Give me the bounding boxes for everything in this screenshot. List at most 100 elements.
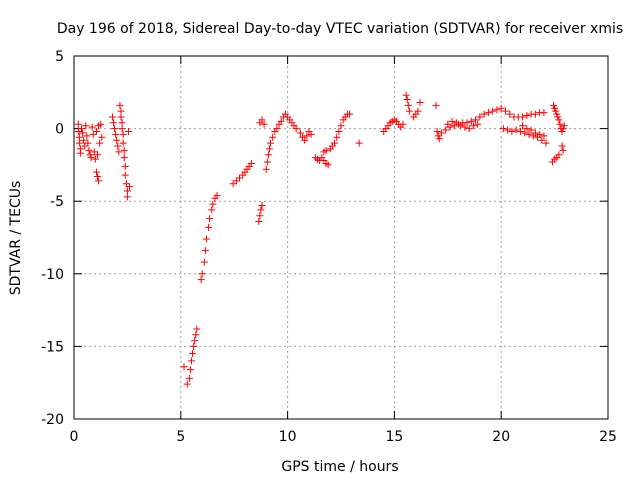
data-point bbox=[183, 380, 191, 388]
data-point bbox=[405, 107, 413, 115]
data-point bbox=[93, 151, 101, 159]
data-point bbox=[258, 116, 266, 124]
plot-border bbox=[73, 55, 609, 420]
data-point bbox=[476, 113, 484, 121]
data-point bbox=[76, 149, 84, 157]
x-tick-label: 0 bbox=[70, 429, 79, 445]
data-point bbox=[499, 125, 507, 133]
data-point bbox=[236, 174, 244, 182]
data-point bbox=[108, 113, 116, 121]
data-point bbox=[521, 129, 529, 137]
data-point bbox=[92, 168, 100, 176]
data-point bbox=[523, 112, 531, 120]
data-point bbox=[93, 173, 101, 181]
x-axis-label: GPS time / hours bbox=[281, 459, 398, 475]
data-point bbox=[124, 128, 132, 136]
data-point bbox=[75, 139, 83, 147]
data-point bbox=[87, 154, 95, 162]
data-point bbox=[97, 120, 105, 128]
data-point bbox=[81, 142, 89, 150]
y-tick-label: -20 bbox=[41, 412, 64, 428]
data-point bbox=[493, 106, 501, 114]
data-point bbox=[331, 139, 339, 147]
data-point bbox=[118, 125, 126, 133]
data-point bbox=[559, 125, 567, 133]
data-point bbox=[434, 132, 442, 140]
data-point bbox=[519, 113, 527, 121]
data-point bbox=[117, 113, 125, 121]
data-point bbox=[467, 117, 475, 125]
data-point bbox=[79, 129, 87, 137]
data-point bbox=[191, 337, 199, 345]
data-point bbox=[202, 235, 210, 243]
data-point bbox=[229, 180, 237, 188]
data-point bbox=[416, 98, 424, 106]
data-point bbox=[121, 162, 129, 170]
data-point bbox=[559, 146, 567, 154]
data-point bbox=[190, 342, 198, 350]
data-point bbox=[197, 276, 205, 284]
data-point bbox=[255, 218, 263, 226]
data-point bbox=[260, 120, 268, 128]
x-tick-label: 20 bbox=[492, 429, 510, 445]
data-point bbox=[404, 101, 412, 109]
data-point bbox=[209, 200, 217, 208]
data-point bbox=[247, 159, 255, 167]
data-point bbox=[540, 109, 548, 117]
data-point bbox=[558, 128, 566, 136]
data-point bbox=[552, 107, 560, 115]
data-point bbox=[399, 120, 407, 128]
data-point bbox=[112, 130, 120, 138]
data-point bbox=[114, 142, 122, 150]
data-point bbox=[74, 128, 82, 136]
data-point bbox=[74, 120, 82, 128]
data-point bbox=[91, 155, 99, 163]
data-point bbox=[201, 247, 209, 255]
data-point bbox=[89, 130, 97, 138]
data-point bbox=[213, 191, 221, 199]
data-point bbox=[262, 165, 270, 173]
data-point bbox=[461, 123, 469, 131]
data-point bbox=[187, 357, 195, 365]
data-point bbox=[232, 177, 240, 185]
data-point bbox=[527, 126, 535, 134]
data-point bbox=[536, 130, 544, 138]
data-point bbox=[324, 161, 332, 169]
data-point bbox=[95, 177, 103, 185]
y-tick-label: -10 bbox=[41, 267, 64, 283]
data-point bbox=[346, 110, 354, 118]
data-point bbox=[193, 325, 201, 333]
data-point bbox=[269, 133, 277, 141]
data-point bbox=[113, 136, 121, 144]
data-point bbox=[531, 129, 539, 137]
data-point bbox=[88, 123, 96, 131]
data-point bbox=[442, 126, 450, 134]
data-point bbox=[292, 125, 300, 133]
data-point bbox=[126, 183, 134, 191]
data-point bbox=[86, 151, 94, 159]
data-point bbox=[116, 101, 124, 109]
data-point bbox=[185, 374, 193, 382]
y-tick-label: -15 bbox=[41, 339, 64, 355]
data-point bbox=[463, 119, 471, 127]
data-point bbox=[542, 139, 550, 147]
data-point bbox=[111, 125, 119, 133]
x-tick-label: 15 bbox=[385, 429, 403, 445]
data-point bbox=[432, 101, 440, 109]
data-point bbox=[550, 101, 558, 109]
data-point bbox=[555, 116, 563, 124]
data-point bbox=[538, 136, 546, 144]
data-point bbox=[489, 107, 497, 115]
data-point bbox=[403, 96, 411, 104]
data-point bbox=[548, 158, 556, 166]
data-point bbox=[96, 139, 104, 147]
data-point bbox=[264, 151, 272, 159]
data-point bbox=[258, 202, 266, 210]
y-tick-label: 0 bbox=[55, 122, 64, 138]
data-point bbox=[186, 366, 194, 374]
data-point bbox=[512, 126, 520, 134]
x-tick-label: 25 bbox=[599, 429, 617, 445]
data-point bbox=[123, 193, 131, 201]
data-point bbox=[506, 110, 514, 118]
